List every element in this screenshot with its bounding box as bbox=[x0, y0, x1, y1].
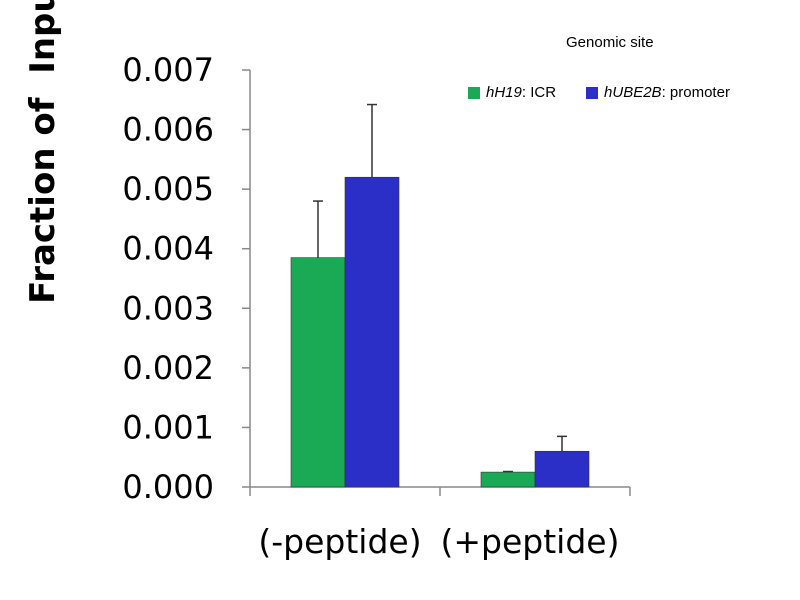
legend-swatch-hh19 bbox=[468, 86, 480, 99]
x-tick-label: (-peptide) bbox=[258, 522, 421, 561]
y-tick-labels: 0.000 0.001 0.002 0.003 0.004 0.005 0.006 0.007 bbox=[122, 51, 214, 506]
x-tick-labels: (-peptide) (+peptide) bbox=[258, 522, 619, 561]
legend-label-hh19: hH19: ICR bbox=[486, 84, 557, 101]
legend-item-hh19: hH19: ICR bbox=[468, 84, 556, 101]
y-axis-label: Fraction of Input bbox=[23, 0, 63, 304]
bar bbox=[290, 257, 346, 488]
bars bbox=[290, 176, 590, 488]
bar bbox=[344, 176, 400, 488]
legend-swatch-hube2b bbox=[586, 86, 599, 99]
legend-label-hube2b: hUBE2B: promoter bbox=[604, 84, 730, 101]
y-tick-label: 0.007 bbox=[122, 51, 214, 89]
error-bars bbox=[313, 103, 567, 473]
y-tick-label: 0.000 bbox=[122, 468, 214, 506]
y-tick-label: 0.003 bbox=[122, 289, 214, 327]
bar bbox=[480, 471, 536, 488]
legend: hH19: ICR hUBE2B: promoter bbox=[468, 84, 760, 101]
y-tick-label: 0.001 bbox=[122, 408, 214, 446]
y-tick-label: 0.002 bbox=[122, 349, 214, 387]
bar bbox=[534, 450, 590, 488]
legend-title: Genomic site bbox=[566, 34, 654, 51]
y-tick-label: 0.005 bbox=[122, 170, 214, 208]
legend-item-hube2b: hUBE2B: promoter bbox=[586, 84, 730, 101]
y-axis-label-wrap: Fraction of Input bbox=[8, 0, 78, 438]
x-tick-label: (+peptide) bbox=[441, 522, 620, 561]
y-tick-label: 0.006 bbox=[122, 111, 214, 149]
y-tick-label: 0.004 bbox=[122, 230, 214, 268]
